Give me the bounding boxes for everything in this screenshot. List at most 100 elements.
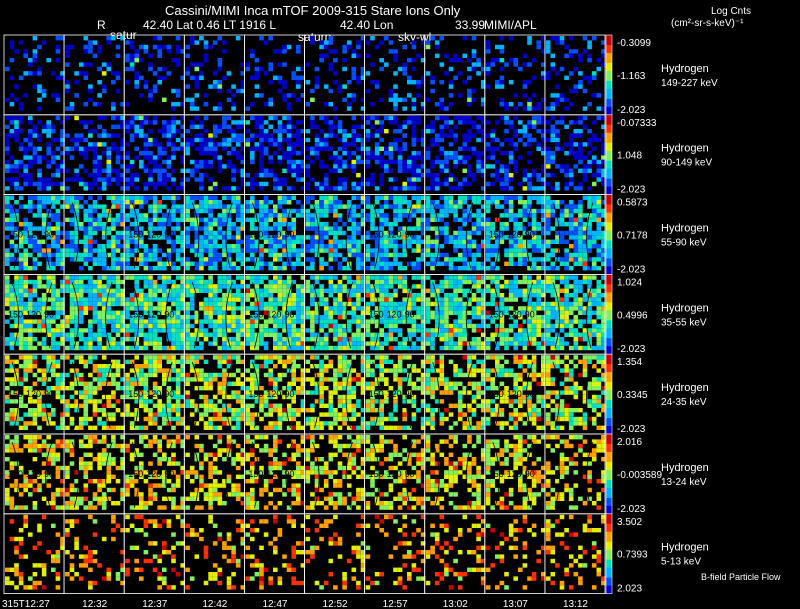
heatmap-cell [55, 288, 61, 293]
heatmap-cell [240, 301, 246, 307]
heatmap-cell [277, 252, 283, 258]
heatmap-cell [74, 288, 79, 293]
heatmap-cell [134, 341, 139, 346]
heatmap-cell [485, 71, 491, 76]
heatmap-cell [175, 36, 181, 41]
heatmap-cell [351, 239, 357, 244]
heatmap-cell [356, 301, 361, 307]
heatmap-cell [587, 137, 592, 143]
colorbar-min-label: -2.023 [617, 105, 646, 116]
heatmap-cell [328, 279, 334, 285]
heatmap-cell [120, 120, 125, 125]
heatmap-cell [143, 151, 149, 156]
heatmap-cell [273, 284, 278, 289]
heatmap-cell [217, 226, 223, 231]
heatmap-cell [250, 226, 255, 231]
heatmap-cell [203, 129, 209, 134]
heatmap-cell [78, 275, 84, 280]
heatmap-cell [180, 284, 185, 289]
heatmap-cell [323, 337, 329, 342]
heatmap-cell [240, 310, 246, 315]
heatmap-cell [28, 137, 33, 143]
heatmap-cell [420, 275, 426, 280]
heatmap-cell [582, 173, 588, 178]
heatmap-cell [245, 328, 250, 333]
heatmap-cell [522, 124, 528, 129]
heatmap-cell [462, 168, 468, 173]
heatmap-cell [180, 319, 185, 324]
heatmap-cell [189, 173, 195, 178]
heatmap-cell [328, 319, 334, 324]
heatmap-cell [199, 275, 204, 280]
heatmap-cell [217, 222, 223, 227]
heatmap-cell [564, 181, 569, 187]
heatmap-cell [250, 239, 255, 244]
heatmap-cell [480, 173, 486, 178]
heatmap-cell [545, 217, 551, 222]
heatmap-cell [222, 284, 227, 289]
heatmap-cell [337, 168, 343, 173]
heatmap-cell [166, 186, 172, 191]
heatmap-cell [286, 222, 292, 227]
heatmap-cell [527, 230, 532, 236]
heatmap-cell [60, 186, 65, 191]
heatmap-cell [245, 337, 250, 342]
heatmap-cell [504, 186, 509, 191]
heatmap-cell [231, 173, 236, 178]
heatmap-cell [32, 284, 38, 289]
heatmap-cell [282, 200, 287, 205]
heatmap-cell [337, 337, 343, 342]
heatmap-cell [92, 345, 98, 351]
heatmap-cell [300, 208, 306, 214]
heatmap-cell [268, 279, 273, 285]
heatmap-cell [411, 142, 417, 147]
heatmap-cell [323, 332, 329, 337]
heatmap-cell [9, 217, 15, 222]
heatmap-cell [37, 137, 42, 143]
heatmap-cell [596, 195, 602, 200]
heatmap-cell [402, 195, 407, 200]
heatmap-cell [194, 230, 200, 236]
heatmap-cell [374, 44, 380, 50]
heatmap-cell [346, 164, 352, 169]
heatmap-cell [231, 261, 236, 266]
heatmap-cell [337, 186, 343, 191]
heatmap-cell [453, 235, 458, 240]
heatmap-cell [259, 146, 264, 151]
heatmap-cell [291, 159, 296, 165]
heatmap-cell [88, 88, 93, 94]
contour-line [71, 282, 80, 349]
heatmap-cell [74, 252, 79, 258]
heatmap-cell [420, 58, 426, 63]
heatmap-cell [111, 345, 116, 351]
heatmap-cell [476, 213, 481, 218]
heatmap-cell [69, 230, 75, 236]
heatmap-cell [152, 297, 158, 302]
heatmap-cell [531, 226, 537, 231]
heatmap-cell [457, 195, 463, 200]
heatmap-cell [587, 204, 592, 209]
heatmap-cell [74, 204, 79, 209]
heatmap-cell [453, 293, 458, 298]
heatmap-cell [495, 204, 500, 209]
contour-line [191, 202, 200, 269]
heatmap-cell [148, 168, 153, 173]
heatmap-cell [411, 284, 417, 289]
heatmap-cell [129, 328, 135, 333]
heatmap-cell [162, 97, 167, 102]
heatmap-cell [379, 279, 384, 285]
heatmap-cell [379, 137, 384, 143]
heatmap-cell [157, 129, 162, 134]
heatmap-cell [65, 345, 70, 351]
heatmap-cell [226, 222, 232, 227]
heatmap-cell [277, 62, 283, 67]
heatmap-cell [250, 248, 255, 253]
heatmap-cell [356, 279, 361, 285]
heatmap-cell [83, 306, 89, 311]
heatmap-cell [407, 306, 412, 311]
heatmap-cell [231, 301, 236, 307]
heatmap-cell [476, 71, 481, 76]
heatmap-cell [208, 235, 213, 240]
heatmap-cell [32, 146, 38, 151]
heatmap-cell [420, 341, 426, 346]
